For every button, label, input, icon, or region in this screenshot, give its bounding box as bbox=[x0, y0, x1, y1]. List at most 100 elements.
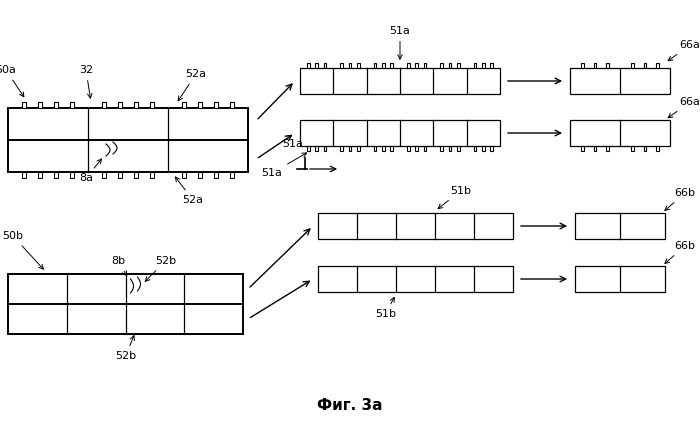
Bar bbox=[38, 102, 42, 108]
Bar bbox=[382, 146, 384, 151]
Bar bbox=[134, 102, 138, 108]
Bar bbox=[134, 172, 138, 178]
Bar bbox=[570, 120, 670, 146]
Bar bbox=[449, 63, 452, 68]
Bar bbox=[606, 63, 609, 68]
Bar bbox=[230, 102, 234, 108]
Bar bbox=[474, 146, 476, 151]
Bar bbox=[606, 146, 609, 151]
Bar bbox=[323, 63, 326, 68]
Bar bbox=[55, 172, 57, 178]
Bar bbox=[300, 120, 500, 146]
Text: 8a: 8a bbox=[79, 159, 102, 183]
Bar bbox=[214, 172, 218, 178]
Text: 50a: 50a bbox=[0, 65, 24, 97]
Bar bbox=[657, 146, 659, 151]
Bar bbox=[198, 172, 202, 178]
Bar bbox=[8, 108, 248, 172]
Bar bbox=[657, 63, 659, 68]
Bar bbox=[424, 146, 426, 151]
Bar bbox=[631, 146, 634, 151]
Bar bbox=[374, 63, 377, 68]
Bar bbox=[340, 63, 343, 68]
Text: 51b: 51b bbox=[375, 297, 396, 319]
Bar bbox=[307, 63, 309, 68]
Bar bbox=[318, 266, 513, 292]
Bar bbox=[594, 63, 596, 68]
Bar bbox=[357, 63, 360, 68]
Bar bbox=[349, 63, 351, 68]
Bar bbox=[357, 146, 360, 151]
Bar bbox=[449, 146, 452, 151]
Bar bbox=[474, 63, 476, 68]
Bar bbox=[581, 146, 584, 151]
Text: 51a: 51a bbox=[283, 139, 303, 149]
Bar bbox=[581, 63, 584, 68]
Bar bbox=[374, 146, 377, 151]
Text: 52a: 52a bbox=[178, 69, 206, 101]
Text: 32: 32 bbox=[79, 65, 93, 98]
Bar bbox=[340, 146, 343, 151]
Bar bbox=[415, 146, 418, 151]
Text: 52b: 52b bbox=[145, 256, 176, 281]
Text: 52a: 52a bbox=[176, 177, 204, 205]
Text: 66b: 66b bbox=[665, 241, 696, 263]
Bar bbox=[307, 146, 309, 151]
Bar bbox=[415, 63, 418, 68]
Bar bbox=[457, 146, 460, 151]
Bar bbox=[575, 213, 665, 239]
Bar bbox=[316, 63, 318, 68]
Bar bbox=[38, 172, 42, 178]
Bar bbox=[349, 146, 351, 151]
Bar bbox=[382, 63, 384, 68]
Bar bbox=[594, 146, 596, 151]
Bar bbox=[644, 63, 646, 68]
Text: Фиг. 3а: Фиг. 3а bbox=[317, 399, 383, 413]
Text: 51b: 51b bbox=[438, 186, 471, 209]
Bar bbox=[440, 146, 443, 151]
Bar bbox=[323, 146, 326, 151]
Bar bbox=[424, 63, 426, 68]
Bar bbox=[391, 63, 393, 68]
Bar bbox=[118, 172, 122, 178]
Bar bbox=[70, 172, 74, 178]
Bar bbox=[407, 63, 410, 68]
Bar bbox=[482, 146, 484, 151]
Bar bbox=[102, 172, 106, 178]
Bar bbox=[150, 172, 154, 178]
Bar bbox=[55, 102, 57, 108]
Text: 51a: 51a bbox=[390, 26, 410, 59]
Bar bbox=[8, 274, 243, 334]
Bar bbox=[407, 146, 410, 151]
Bar bbox=[482, 63, 484, 68]
Bar bbox=[182, 102, 186, 108]
Bar bbox=[631, 63, 634, 68]
Bar bbox=[316, 146, 318, 151]
Bar bbox=[214, 102, 218, 108]
Text: 66a: 66a bbox=[668, 40, 700, 61]
Bar bbox=[491, 63, 493, 68]
Bar bbox=[391, 146, 393, 151]
Bar bbox=[102, 102, 106, 108]
Bar bbox=[70, 102, 74, 108]
Bar bbox=[644, 146, 646, 151]
Text: 8b: 8b bbox=[111, 256, 127, 276]
Bar bbox=[118, 102, 122, 108]
Bar bbox=[318, 213, 513, 239]
Bar bbox=[300, 68, 500, 94]
Text: 51a: 51a bbox=[262, 153, 307, 178]
Text: 52b: 52b bbox=[115, 335, 136, 361]
Bar bbox=[440, 63, 443, 68]
Bar bbox=[570, 68, 670, 94]
Bar bbox=[457, 63, 460, 68]
Bar bbox=[198, 102, 202, 108]
Bar bbox=[22, 172, 26, 178]
Bar bbox=[22, 102, 26, 108]
Bar bbox=[575, 266, 665, 292]
Bar bbox=[491, 146, 493, 151]
Text: 66a: 66a bbox=[668, 97, 700, 118]
Bar bbox=[150, 102, 154, 108]
Bar bbox=[182, 172, 186, 178]
Text: 66b: 66b bbox=[665, 188, 696, 210]
Text: 50b: 50b bbox=[3, 231, 43, 269]
